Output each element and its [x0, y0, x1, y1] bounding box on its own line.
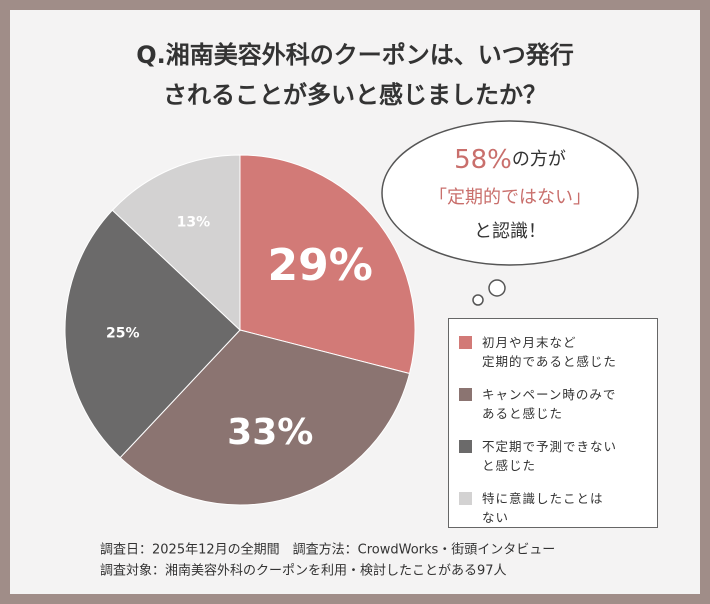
- callout-text: の方が: [512, 149, 566, 170]
- callout-line: 58%の方が: [454, 145, 566, 175]
- callout-highlight: 58%: [454, 145, 512, 175]
- footnote: 調査対象：湘南美容外科のクーポンを利用・検討したことがある97人: [100, 563, 507, 579]
- legend-swatch: [459, 388, 472, 401]
- pie-slice: [119, 329, 411, 506]
- footnote: 調査日：2025年12月の全期間 調査方法：CrowdWorks・街頭インタビュ…: [100, 542, 555, 558]
- pie-slice: [111, 154, 241, 332]
- legend-label: キャンペーン時のみで あると感じた: [482, 387, 617, 421]
- title: Q.湘南美容外科のクーポンは、いつ発行: [136, 41, 574, 69]
- slice-label: 13%: [177, 214, 211, 230]
- bubble-dot: [488, 279, 506, 297]
- pie-slice: [239, 154, 416, 375]
- callout-bubble: [381, 120, 639, 266]
- slice-label: 25%: [106, 326, 140, 342]
- pie-slice: [64, 209, 241, 459]
- legend-item: 不定期で予測できない と感じた: [459, 437, 649, 475]
- legend-item: 初月や月末など 定期的であると感じた: [459, 333, 649, 371]
- legend-swatch: [459, 440, 472, 453]
- title: されることが多いと感じましたか？: [163, 81, 547, 109]
- legend-swatch: [459, 336, 472, 349]
- callout-line: と認識！: [474, 221, 546, 242]
- legend-label: 不定期で予測できない と感じた: [482, 439, 618, 473]
- legend: 初月や月末など 定期的であると感じた キャンペーン時のみで あると感じた 不定期で予…: [448, 318, 658, 528]
- slice-label: 29%: [268, 240, 373, 291]
- legend-label: 初月や月末など 定期的であると感じた: [482, 335, 617, 369]
- legend-item: キャンペーン時のみで あると感じた: [459, 385, 649, 423]
- callout-line: 「定期的ではない」: [429, 187, 591, 208]
- legend-item: 特に意識したことは ない: [459, 489, 649, 527]
- slice-label: 33%: [227, 412, 313, 453]
- legend-swatch: [459, 492, 472, 505]
- bubble-dot: [472, 294, 484, 306]
- legend-label: 特に意識したことは ない: [482, 491, 604, 525]
